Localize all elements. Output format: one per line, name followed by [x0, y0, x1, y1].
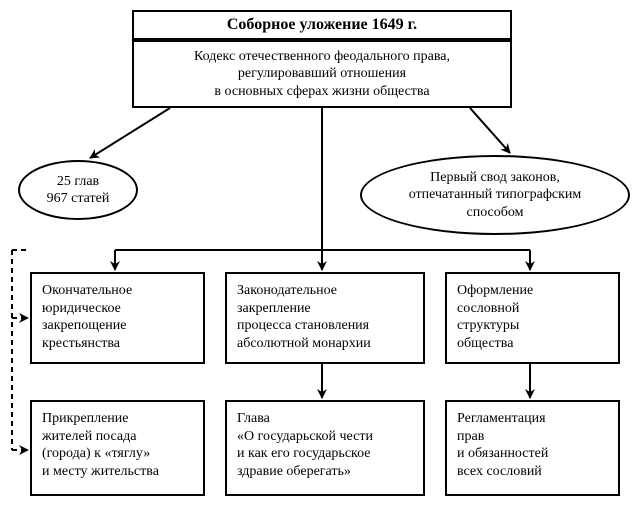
title-box: Соборное уложение 1649 г.	[132, 10, 512, 40]
description-box: Кодекс отечественного феодального права,…	[132, 40, 512, 108]
ellipse-left-line2: 967 статей	[47, 190, 110, 208]
row2-box-1: Прикрепление жителей посада (города) к «…	[30, 400, 205, 496]
ellipse-left-line1: 25 глав	[47, 173, 110, 191]
row2-b2-text: Глава «О государьской чести и как его го…	[237, 410, 373, 480]
row2-box-3: Регламентация прав и обязанностей всех с…	[445, 400, 620, 496]
row1-b1-text: Окончательное юридическое закрепощение к…	[42, 282, 132, 352]
ellipse-chapters: 25 глав 967 статей	[18, 160, 138, 220]
ellipse-right-text: Первый свод законов, отпечатанный типогр…	[409, 169, 582, 222]
row1-b3-text: Оформление сословной структуры общества	[457, 282, 533, 352]
row2-b1-text: Прикрепление жителей посада (города) к «…	[42, 410, 159, 480]
description-text: Кодекс отечественного феодального права,…	[194, 48, 450, 101]
row2-b3-text: Регламентация прав и обязанностей всех с…	[457, 410, 548, 480]
row2-box-2: Глава «О государьской чести и как его го…	[225, 400, 425, 496]
title-text: Соборное уложение 1649 г.	[227, 15, 417, 35]
diagram-canvas: Соборное уложение 1649 г. Кодекс отечест…	[0, 0, 644, 527]
row1-box-2: Законодательное закрепление процесса ста…	[225, 272, 425, 364]
ellipse-first-printed: Первый свод законов, отпечатанный типогр…	[360, 155, 630, 235]
row1-box-1: Окончательное юридическое закрепощение к…	[30, 272, 205, 364]
row1-b2-text: Законодательное закрепление процесса ста…	[237, 282, 371, 352]
row1-box-3: Оформление сословной структуры общества	[445, 272, 620, 364]
